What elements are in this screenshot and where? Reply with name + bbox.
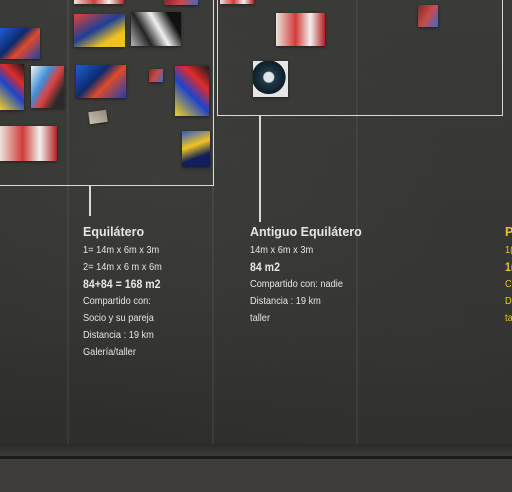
artwork-thumbnail[interactable] xyxy=(76,65,126,98)
wall-seam xyxy=(212,0,214,452)
detail-line: Distancia : 19 km xyxy=(83,329,154,341)
artwork-thumbnail[interactable] xyxy=(418,5,438,27)
space-info-cropped: P 1( 1( C D ta xyxy=(505,225,512,327)
floor xyxy=(0,456,512,492)
space-info-antiguo-equilatero: Antiguo Equilátero 14m x 6m x 3m 84 m2 C… xyxy=(250,225,362,327)
artwork-thumbnail[interactable] xyxy=(31,66,64,108)
area-total: 84+84 = 168 m2 xyxy=(83,277,161,291)
detail-line: D xyxy=(505,295,512,307)
detail-line: Compartido con: nadie xyxy=(250,278,343,290)
dimension-line: 14m x 6m x 3m xyxy=(250,244,314,256)
space-info-equilatero: Equilátero 1= 14m x 6m x 3m 2= 14m x 6 m… xyxy=(83,225,173,361)
artwork-thumbnail[interactable] xyxy=(131,12,181,46)
artwork-thumbnail[interactable] xyxy=(164,0,198,5)
detail-line: Socio y su pareja xyxy=(83,312,154,324)
dimension-line: 2= 14m x 6 m x 6m xyxy=(83,261,162,273)
artwork-thumbnail[interactable] xyxy=(74,14,125,47)
dimension-line: 1= 14m x 6m x 3m xyxy=(83,244,160,256)
artwork-thumbnail[interactable] xyxy=(0,126,57,161)
artwork-thumbnail[interactable] xyxy=(0,28,40,59)
detail-line: ta xyxy=(505,312,512,324)
artwork-thumbnail[interactable] xyxy=(74,0,124,4)
artwork-thumbnail[interactable] xyxy=(0,64,24,110)
artwork-thumbnail[interactable] xyxy=(182,131,210,167)
leader-line xyxy=(259,116,261,222)
wall-seam xyxy=(67,0,69,452)
detail-line: taller xyxy=(250,312,271,324)
artwork-thumbnail[interactable] xyxy=(88,109,108,125)
artwork-thumbnail[interactable] xyxy=(253,61,288,97)
artwork-thumbnail[interactable] xyxy=(276,13,325,46)
area-total: 1( xyxy=(505,260,512,274)
artwork-thumbnail[interactable] xyxy=(220,0,254,4)
detail-line: Galería/taller xyxy=(83,346,136,358)
detail-line: Distancia : 19 km xyxy=(250,295,321,307)
artwork-thumbnail[interactable] xyxy=(149,69,163,82)
detail-line: C xyxy=(505,278,512,290)
area-total: 84 m2 xyxy=(250,260,280,274)
dimension-line: 1( xyxy=(505,244,512,256)
space-frame-equilatero xyxy=(0,0,214,186)
space-title: Antiguo Equilátero xyxy=(250,225,362,239)
wall-seam xyxy=(356,0,358,452)
floor-baseboard xyxy=(0,444,512,456)
space-title: P xyxy=(505,225,512,239)
detail-line: Compartido con: xyxy=(83,295,151,307)
leader-line xyxy=(89,186,91,216)
space-title: Equilátero xyxy=(83,225,145,239)
artwork-thumbnail[interactable] xyxy=(175,66,209,116)
space-frame-antiguo-equilatero xyxy=(217,0,503,116)
